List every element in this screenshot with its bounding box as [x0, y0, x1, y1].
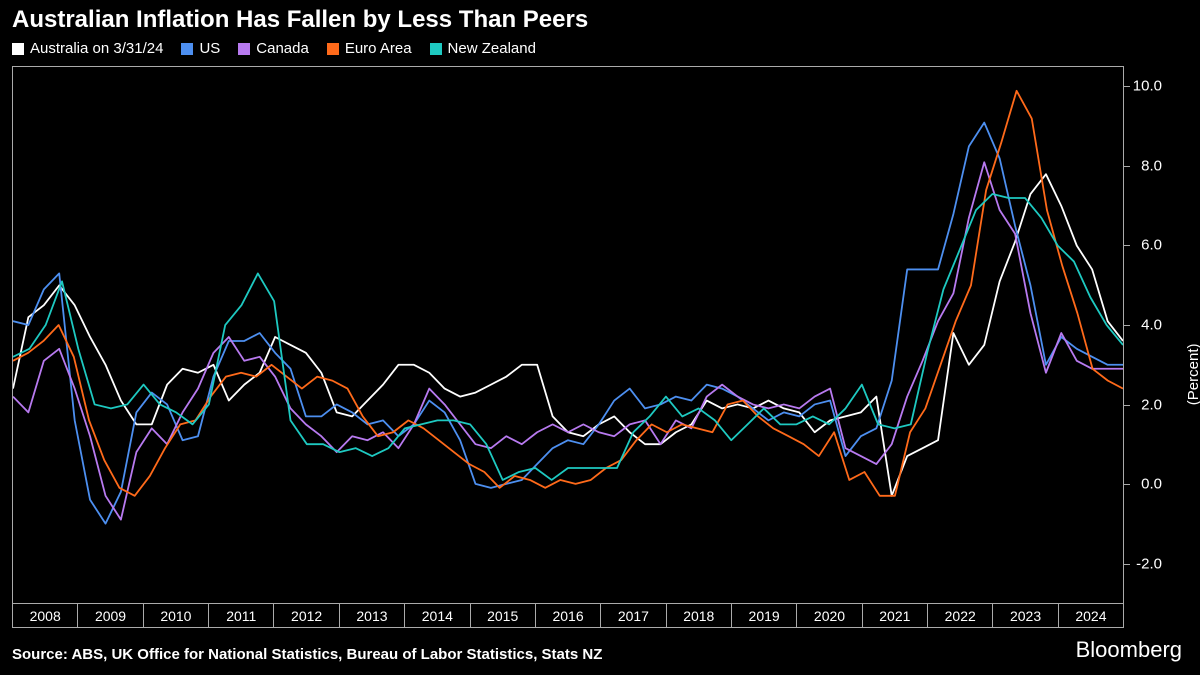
- y-tick-label: 4.0: [1141, 317, 1162, 334]
- source-attribution: Source: ABS, UK Office for National Stat…: [12, 646, 602, 663]
- x-axis-label: 2022: [928, 604, 993, 627]
- brand-label: Bloomberg: [1076, 637, 1182, 663]
- y-tick-label: 10.0: [1133, 77, 1162, 94]
- x-axis-label: 2011: [209, 604, 274, 627]
- x-axis-label: 2015: [471, 604, 536, 627]
- x-axis-label: 2012: [274, 604, 339, 627]
- y-tick: [1124, 166, 1130, 167]
- y-tick-label: 6.0: [1141, 237, 1162, 254]
- x-axis-label: 2016: [536, 604, 601, 627]
- x-axis-label: 2010: [144, 604, 209, 627]
- y-tick: [1124, 325, 1130, 326]
- legend-swatch: [327, 43, 339, 55]
- legend-item: New Zealand: [430, 40, 536, 57]
- x-axis-label: 2018: [667, 604, 732, 627]
- y-tick: [1124, 405, 1130, 406]
- y-tick: [1124, 484, 1130, 485]
- x-axis-label: 2020: [797, 604, 862, 627]
- y-tick-label: -2.0: [1136, 556, 1162, 573]
- legend-swatch: [238, 43, 250, 55]
- legend-item: Euro Area: [327, 40, 412, 57]
- legend-item: Canada: [238, 40, 309, 57]
- y-tick-label: 0.0: [1141, 476, 1162, 493]
- legend-label: Canada: [256, 40, 309, 57]
- x-axis-label: 2014: [405, 604, 470, 627]
- legend-label: Euro Area: [345, 40, 412, 57]
- chart-title: Australian Inflation Has Fallen by Less …: [12, 6, 588, 34]
- legend-swatch: [12, 43, 24, 55]
- legend-swatch: [430, 43, 442, 55]
- x-axis-label: 2017: [601, 604, 666, 627]
- legend-label: New Zealand: [448, 40, 536, 57]
- x-axis-label: 2013: [340, 604, 405, 627]
- x-axis-label: 2009: [78, 604, 143, 627]
- y-axis-label: (Percent): [1186, 344, 1200, 406]
- y-tick-label: 8.0: [1141, 157, 1162, 174]
- y-tick: [1124, 86, 1130, 87]
- y-tick: [1124, 245, 1130, 246]
- series-line-australia: [13, 174, 1123, 496]
- series-line-us: [13, 123, 1123, 524]
- legend-label: US: [199, 40, 220, 57]
- x-axis-label: 2008: [13, 604, 78, 627]
- x-axis-label: 2023: [993, 604, 1058, 627]
- x-axis-label: 2024: [1059, 604, 1123, 627]
- x-axis-label: 2019: [732, 604, 797, 627]
- x-axis: 2008200920102011201220132014201520162017…: [12, 604, 1124, 628]
- legend-label: Australia on 3/31/24: [30, 40, 163, 57]
- legend-swatch: [181, 43, 193, 55]
- series-line-new-zealand: [13, 194, 1123, 480]
- chart-legend: Australia on 3/31/24 US Canada Euro Area New…: [12, 40, 536, 57]
- y-tick: [1124, 564, 1130, 565]
- chart-plot-area: [12, 66, 1124, 604]
- y-tick-label: 2.0: [1141, 396, 1162, 413]
- legend-item: Australia on 3/31/24: [12, 40, 163, 57]
- legend-item: US: [181, 40, 220, 57]
- x-axis-label: 2021: [863, 604, 928, 627]
